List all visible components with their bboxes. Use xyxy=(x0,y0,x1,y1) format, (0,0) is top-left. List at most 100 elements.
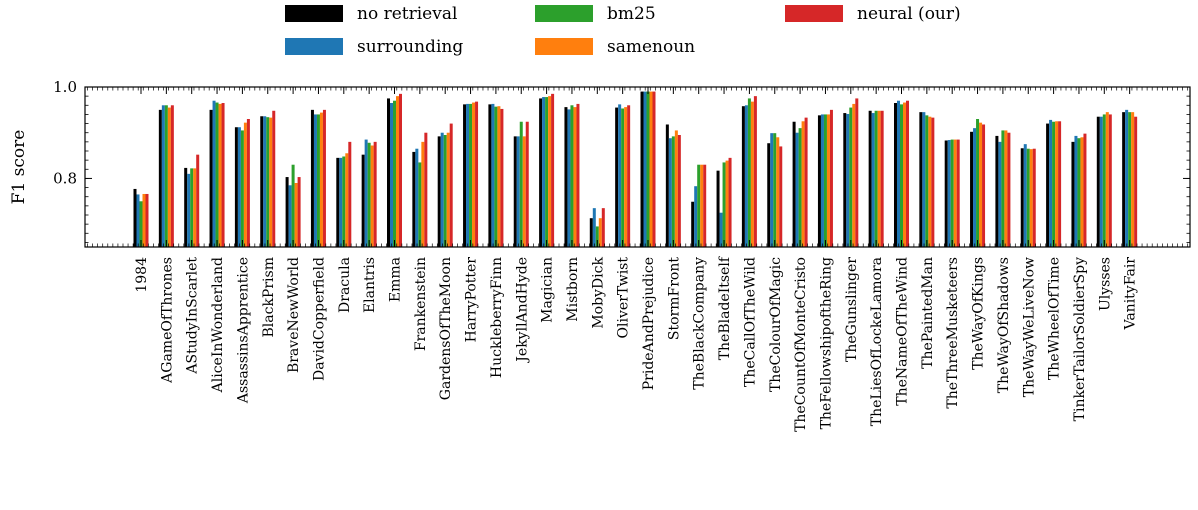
bar-neural-our--bravenewworld xyxy=(298,177,301,247)
bar-neural-our--theliesoflockelamora xyxy=(881,111,884,247)
bar-bm25-blackprism xyxy=(266,117,269,247)
x-tick-label: TheNameOfTheWind xyxy=(895,257,911,406)
bar-no-retrieval-huckleberryfinn xyxy=(488,104,491,247)
bar-neural-our--thewayofkings xyxy=(982,124,985,247)
x-tick-label: TheBlackCompany xyxy=(692,257,708,390)
bar-surrounding-stormfront xyxy=(669,138,672,247)
bar-no-retrieval-1984 xyxy=(134,189,137,247)
bar-bm25-aliceinwonderland xyxy=(216,103,219,247)
bar-no-retrieval-harrypotter xyxy=(463,104,466,247)
bar-neural-our--thewaywelivenow xyxy=(1033,149,1036,247)
bar-surrounding-magician xyxy=(542,97,545,247)
x-tick-label: VanityFair xyxy=(1123,257,1139,331)
x-tick-label: Magician xyxy=(540,257,556,323)
category-labels: 1984 AGameOfThrones AStudyInScarlet AliceIn… xyxy=(134,255,1139,432)
x-tick-label: TheLiesOfLockeLamora xyxy=(869,257,885,426)
bar-surrounding-harrypotter xyxy=(466,104,469,247)
bar-neural-our--aliceinwonderland xyxy=(222,103,225,247)
x-tick-label: TheCallOfTheWild xyxy=(742,257,758,387)
bar-samenoun-thepaintedman xyxy=(928,117,931,247)
legend-label: surrounding xyxy=(357,37,463,57)
x-tick-label: TheBladeItself xyxy=(717,255,733,360)
bar-no-retrieval-olivertwist xyxy=(615,108,618,247)
bar-neural-our--thewayofshadows xyxy=(1007,133,1010,247)
bar-surrounding-mistborn xyxy=(567,109,570,247)
bar-bm25-elantris xyxy=(368,143,371,247)
bar-no-retrieval-theblackcompany xyxy=(691,202,694,247)
bar-bm25-thebladeitself xyxy=(723,162,726,247)
bar-samenoun-olivertwist xyxy=(624,107,627,247)
y-axis-label: F1 score xyxy=(9,130,29,205)
bar-samenoun-thewheeloftime xyxy=(1055,121,1058,247)
bar-bm25-astudyinscarlet xyxy=(190,168,193,247)
bar-surrounding-thepaintedman xyxy=(922,112,925,247)
bar-neural-our--prideandprejudice xyxy=(653,92,656,247)
legend-label: neural (our) xyxy=(857,4,961,24)
x-tick-label: TinkerTailorSoldierSpy xyxy=(1072,257,1088,421)
x-tick-label: AStudyInScarlet xyxy=(185,257,201,375)
bar-neural-our--harrypotter xyxy=(475,102,478,247)
bar-bm25-mistborn xyxy=(570,105,573,247)
bar-samenoun-davidcopperfield xyxy=(320,113,323,247)
bar-samenoun-thecolourofmagic xyxy=(776,137,779,247)
bar-no-retrieval-bravenewworld xyxy=(286,177,289,247)
bar-bm25-jekyllandhyde xyxy=(520,122,523,247)
bar-neural-our--davidcopperfield xyxy=(323,110,326,247)
x-tick-label: PrideAndPrejudice xyxy=(641,257,657,390)
bar-surrounding-theliesoflockelamora xyxy=(872,113,875,247)
bar-samenoun-thegunslinger xyxy=(852,104,855,247)
x-tick-label: TheFellowshipoftheRing xyxy=(818,257,834,429)
bar-no-retrieval-tinkertailorsoldierspy xyxy=(1071,142,1074,247)
bar-no-retrieval-thewayofshadows xyxy=(995,136,998,247)
bar-no-retrieval-thenameofthewind xyxy=(894,103,897,247)
bar-samenoun-thewayofshadows xyxy=(1004,130,1007,247)
bar-neural-our--thethreemusketeers xyxy=(957,140,960,247)
x-tick-label: BraveNewWorld xyxy=(286,257,302,373)
legend-label: no retrieval xyxy=(357,4,457,24)
bar-no-retrieval-thecountofmontecristo xyxy=(793,122,796,247)
bar-surrounding-jekyllandhyde xyxy=(517,136,520,247)
bar-surrounding-1984 xyxy=(137,194,140,247)
y-tick-label: 0.8 xyxy=(53,169,77,187)
bar-samenoun-emma xyxy=(396,96,399,247)
x-tick-label: BlackPrism xyxy=(261,257,277,338)
bar-samenoun-magician xyxy=(548,96,551,247)
bar-bm25-gardensofthemoon xyxy=(444,135,447,247)
bar-neural-our--mistborn xyxy=(576,104,579,247)
legend-label: bm25 xyxy=(607,4,656,24)
bar-bm25-assassinsapprentice xyxy=(241,130,244,247)
bar-neural-our--assassinsapprentice xyxy=(247,119,250,247)
bar-surrounding-thecallofthewild xyxy=(745,105,748,247)
bar-no-retrieval-blackprism xyxy=(260,116,263,247)
bar-samenoun-stormfront xyxy=(675,130,678,247)
bar-neural-our--huckleberryfinn xyxy=(500,109,503,247)
bar-surrounding-thethreemusketeers xyxy=(948,140,951,247)
bar-no-retrieval-dracula xyxy=(336,158,339,247)
bar-no-retrieval-assassinsapprentice xyxy=(235,127,238,247)
bar-samenoun-assassinsapprentice xyxy=(244,123,247,247)
bar-neural-our--dracula xyxy=(348,142,351,247)
bar-surrounding-assassinsapprentice xyxy=(238,127,241,247)
bar-bm25-thewaywelivenow xyxy=(1027,149,1030,247)
bar-samenoun-thenameofthewind xyxy=(903,103,906,247)
legend-swatch xyxy=(785,5,843,22)
bar-surrounding-thecountofmontecristo xyxy=(796,133,799,247)
bar-neural-our--agameofthrones xyxy=(171,105,174,247)
x-tick-label: Dracula xyxy=(337,257,353,313)
bar-samenoun-thecallofthewild xyxy=(751,102,754,247)
y-tick-label: 1.0 xyxy=(53,78,77,96)
bar-surrounding-prideandprejudice xyxy=(644,92,647,247)
bar-no-retrieval-elantris xyxy=(362,155,365,247)
bar-bm25-thepaintedman xyxy=(925,115,928,247)
bar-samenoun-thethreemusketeers xyxy=(954,140,957,247)
bar-surrounding-thenameofthewind xyxy=(897,101,900,247)
bar-surrounding-aliceinwonderland xyxy=(213,101,216,247)
bar-surrounding-thewaywelivenow xyxy=(1024,144,1027,247)
x-tick-label: TheWayOfShadows xyxy=(996,257,1012,393)
legend-swatch xyxy=(285,38,343,55)
bar-surrounding-mobydick xyxy=(593,208,596,247)
bar-surrounding-theblackcompany xyxy=(694,186,697,247)
bar-bm25-theblackcompany xyxy=(697,165,700,247)
x-tick-label: Ulysses xyxy=(1097,257,1113,311)
